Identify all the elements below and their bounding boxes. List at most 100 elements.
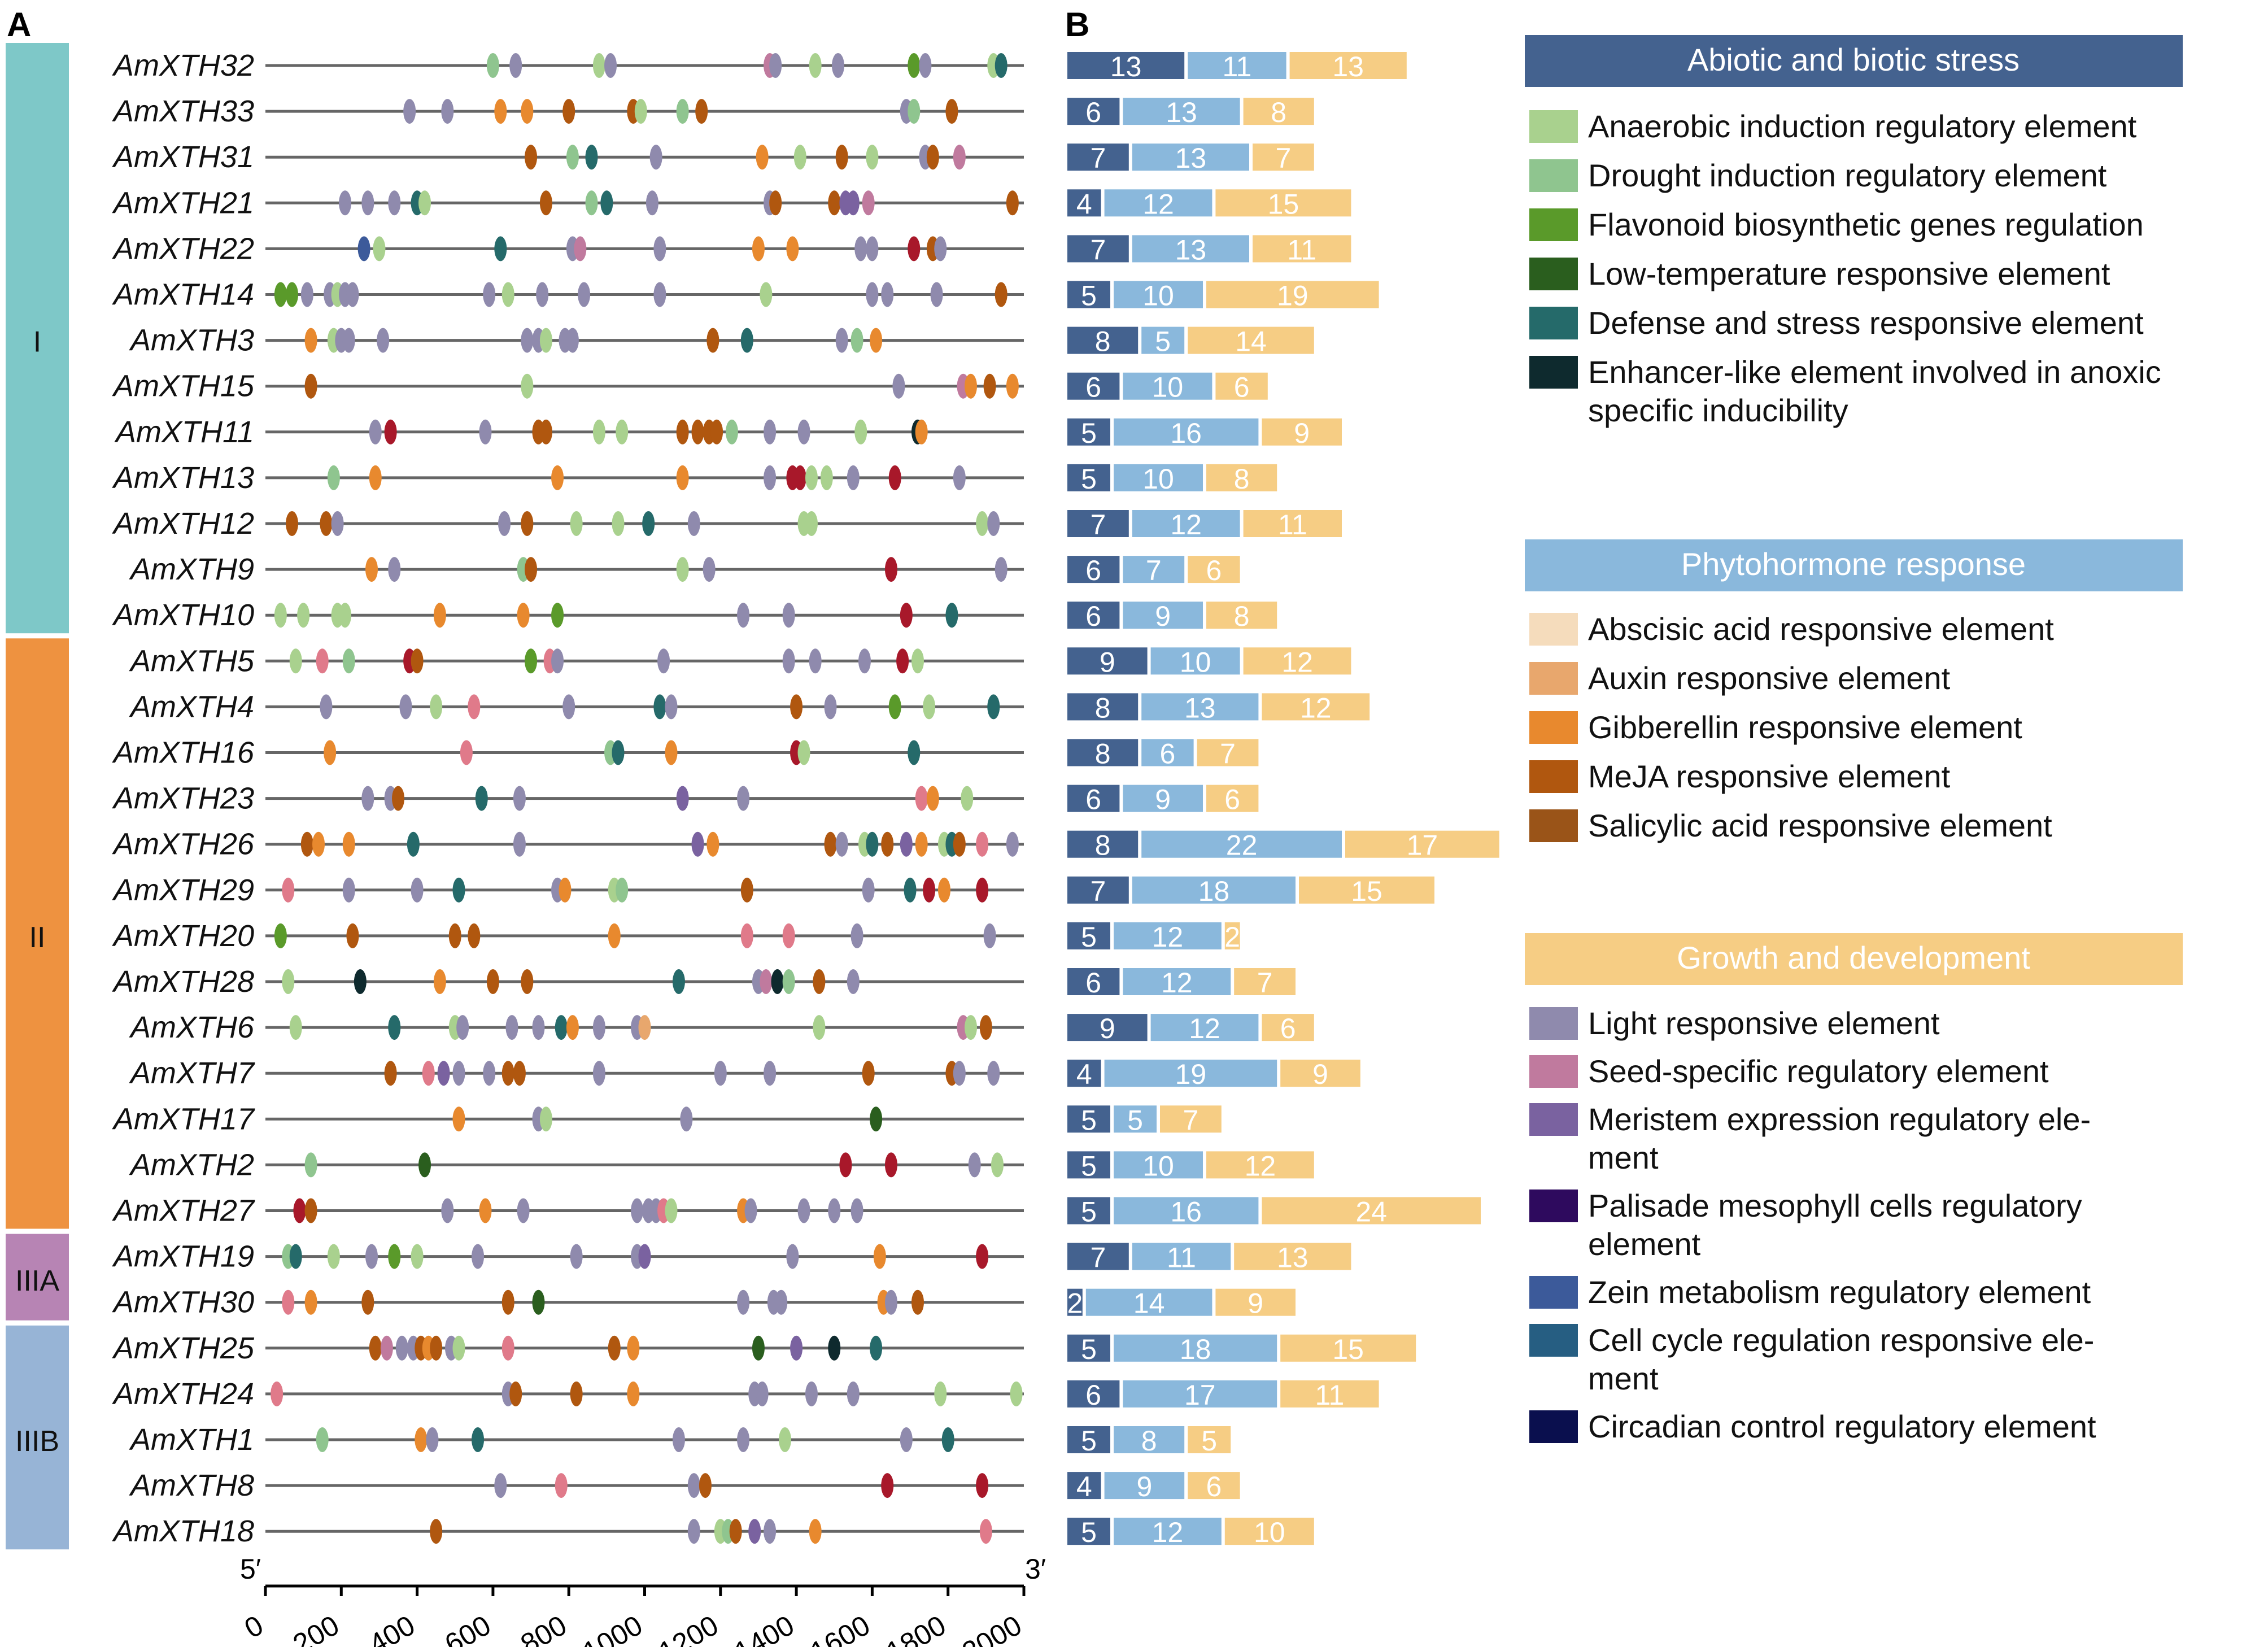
bar-segment: [1280, 1380, 1379, 1408]
x-tick-label: 0: [239, 1609, 268, 1644]
cis-element-mark: [645, 190, 658, 216]
cis-element-mark: [369, 1335, 382, 1361]
legend: Abiotic and biotic stress Anaerobic induc…: [1525, 35, 2183, 1444]
cis-element-mark: [979, 1015, 992, 1040]
bar-value-label: 7: [1257, 967, 1273, 999]
gene-label: AmXTH30: [112, 1286, 254, 1319]
cis-element-mark: [835, 831, 848, 857]
cis-element-mark: [638, 1015, 651, 1040]
bar-value-label: 13: [1175, 142, 1207, 174]
cis-element-mark: [926, 145, 939, 170]
bar-segment: [1067, 1518, 1110, 1545]
cis-element-mark: [320, 694, 333, 720]
cis-element-mark: [760, 282, 773, 307]
x-tick-label: 1400: [729, 1609, 799, 1647]
legend-item-label: Zein metabolism regulatory element: [1588, 1274, 2091, 1310]
bar-value-label: 9: [1155, 784, 1171, 816]
cis-element-mark: [585, 145, 598, 170]
bar-segment: [1067, 1243, 1129, 1270]
bar-value-label: 6: [1206, 1471, 1222, 1502]
bar-value-label: 10: [1180, 646, 1211, 678]
bar-value-label: 22: [1226, 830, 1258, 861]
cis-element-mark: [282, 877, 295, 903]
cis-element-mark: [923, 694, 936, 720]
cis-element-mark: [509, 53, 522, 78]
gene-label: AmXTH7: [129, 1056, 255, 1090]
cis-element-mark: [578, 282, 591, 307]
bar-segment: [1067, 1288, 1083, 1316]
cis-element-mark: [384, 1061, 397, 1086]
cis-element-mark: [805, 1381, 818, 1406]
x-tick-label: 2000: [957, 1609, 1027, 1647]
cis-element-mark: [676, 465, 689, 490]
bar-segment: [1345, 830, 1499, 858]
gene-label: AmXTH3: [129, 324, 254, 358]
bar-value-label: 14: [1133, 1288, 1165, 1319]
cis-element-mark: [884, 1152, 897, 1178]
cis-element-mark: [979, 1519, 992, 1544]
cis-element-mark: [976, 1473, 989, 1498]
cis-element-mark: [900, 1427, 913, 1452]
cis-element-mark: [361, 190, 374, 216]
bar-segment: [1067, 647, 1148, 675]
cis-element-mark: [304, 373, 317, 399]
legend-item-label: ment: [1588, 1140, 1659, 1175]
legend-item-label: MeJA responsive element: [1588, 759, 1951, 794]
cis-element-mark: [555, 1015, 568, 1040]
bar-value-label: 24: [1355, 1196, 1387, 1228]
cis-element-mark: [365, 557, 378, 582]
bar-segment: [1114, 464, 1203, 491]
cis-element-mark: [388, 190, 401, 216]
x-tick-label: 1000: [578, 1609, 648, 1647]
bar-value-label: 5: [1081, 1517, 1097, 1548]
cis-element-mark: [388, 1015, 401, 1040]
cis-element-mark: [521, 373, 534, 399]
bar-value-label: 12: [1152, 1517, 1184, 1548]
cis-element-mark: [968, 1152, 981, 1178]
bar-value-label: 13: [1110, 51, 1142, 82]
bar-segment: [1067, 602, 1120, 629]
cis-element-mark: [824, 694, 837, 720]
legend-item-label: ment: [1588, 1361, 1659, 1396]
cis-element-mark: [828, 1335, 841, 1361]
bar-value-label: 9: [1248, 1288, 1263, 1319]
cis-element-mark: [361, 1289, 374, 1315]
bar-value-label: 13: [1175, 234, 1207, 265]
cis-element-mark: [892, 373, 905, 399]
cis-element-mark: [486, 969, 499, 994]
bar-value-label: 7: [1146, 555, 1162, 586]
cis-element-mark: [756, 145, 769, 170]
gene-label: AmXTH6: [129, 1010, 255, 1044]
cis-element-mark: [835, 145, 848, 170]
bar-value-label: 5: [1081, 463, 1097, 495]
cis-element-mark: [509, 1381, 522, 1406]
bar-segment: [1067, 326, 1139, 354]
bar-segment: [1067, 372, 1120, 400]
bar-value-label: 7: [1275, 142, 1291, 174]
bar-segment: [1104, 1472, 1185, 1500]
bar-segment: [1132, 143, 1249, 171]
bar-value-label: 8: [1271, 97, 1286, 128]
cis-element-mark: [357, 236, 370, 262]
bar-value-label: 9: [1312, 1058, 1328, 1090]
cis-element-mark: [706, 328, 719, 353]
cis-element-mark: [555, 1473, 568, 1498]
cis-element-mark: [771, 969, 784, 994]
cis-element-mark: [494, 236, 507, 262]
bar-segment: [1067, 418, 1110, 446]
legend-item-label: Enhancer-like element involved in anoxic: [1588, 354, 2161, 390]
group-bar-iiib: [6, 1325, 69, 1550]
bar-value-label: 7: [1183, 1104, 1198, 1136]
cis-element-mark: [300, 831, 313, 857]
cis-element-mark: [987, 1061, 1000, 1086]
group-bar-iiia: [6, 1234, 69, 1321]
cis-element-mark: [786, 1244, 799, 1269]
cis-element-mark: [813, 969, 826, 994]
cis-element-mark: [498, 511, 511, 536]
gene-label: AmXTH19: [112, 1240, 254, 1274]
gene-label: AmXTH8: [129, 1469, 254, 1502]
cis-element-mark: [354, 969, 367, 994]
bar-segment: [1114, 1151, 1203, 1179]
cis-element-mark: [760, 969, 773, 994]
